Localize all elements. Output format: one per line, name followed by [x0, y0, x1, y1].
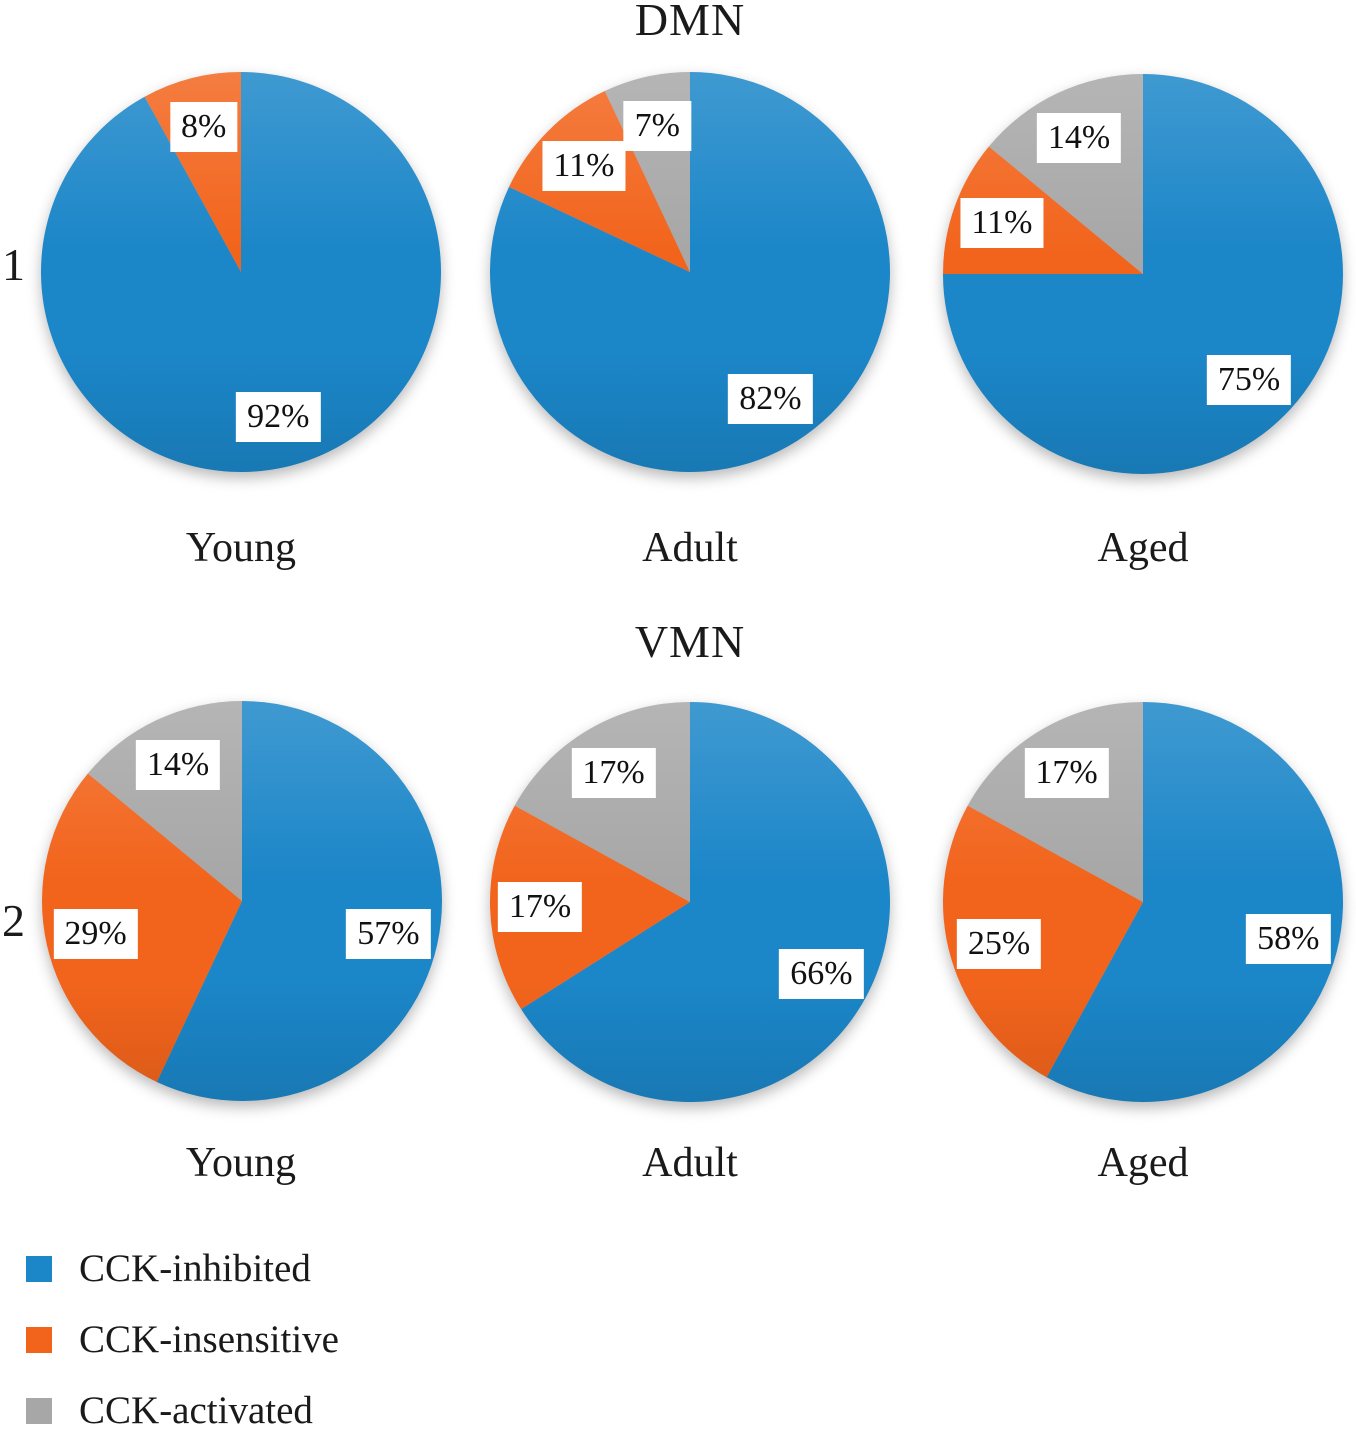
- pie-gloss-overlay: [490, 702, 890, 1102]
- legend-item-cck-activated: CCK-activated: [26, 1388, 339, 1434]
- data-label-cck-insensitive: 29%: [53, 908, 138, 959]
- pie-gloss-overlay: [42, 701, 442, 1101]
- category-label-dmn-adult: Adult: [642, 525, 738, 571]
- data-label-cck-inhibited: 57%: [346, 908, 431, 959]
- pie-chart-dmn-aged: 75% 11% 14%: [941, 72, 1345, 476]
- data-label-cck-inhibited: 66%: [779, 949, 864, 1000]
- data-label-cck-insensitive: 25%: [956, 918, 1042, 969]
- legend-swatch-cck-inhibited: [26, 1256, 52, 1282]
- legend-label-cck-inhibited: CCK-inhibited: [79, 1247, 311, 1290]
- pie-chart-vmn-adult: 66% 17% 17%: [488, 700, 892, 1104]
- pie-chart-dmn-adult: 82% 11% 7%: [488, 70, 892, 474]
- category-label-dmn-aged: Aged: [1097, 525, 1189, 571]
- panel-title-dmn: DMN: [634, 0, 746, 45]
- data-label-cck-activated: 17%: [571, 747, 656, 798]
- category-label-vmn-aged: Aged: [1097, 1140, 1189, 1186]
- data-label-cck-activated: 14%: [135, 740, 221, 791]
- legend-item-cck-insensitive: CCK-insensitive: [26, 1317, 339, 1363]
- pie-chart-vmn-aged: 58% 25% 17%: [941, 700, 1345, 1104]
- pie-svg-vmn-young: [42, 701, 442, 1101]
- legend-label-cck-activated: CCK-activated: [79, 1389, 313, 1432]
- pie-chart-dmn-young: 92% 8%: [39, 70, 443, 474]
- pie-gloss-overlay: [41, 72, 441, 472]
- legend-label-cck-insensitive: CCK-insensitive: [79, 1318, 339, 1361]
- category-label-vmn-young: Young: [185, 1140, 297, 1186]
- data-label-cck-insensitive: 8%: [170, 101, 238, 152]
- data-label-cck-activated: 17%: [1024, 747, 1109, 798]
- data-label-cck-insensitive: 11%: [542, 140, 626, 191]
- pie-gloss-overlay: [943, 702, 1343, 1102]
- data-label-cck-inhibited: 58%: [1246, 914, 1331, 965]
- row-marker-1: 1: [2, 239, 25, 290]
- pie-svg-dmn-young: [41, 72, 442, 472]
- pie-chart-vmn-young: 57% 29% 14%: [40, 699, 444, 1103]
- data-label-cck-activated: 7%: [623, 100, 691, 151]
- data-label-cck-insensitive: 17%: [497, 881, 583, 932]
- data-label-cck-insensitive: 11%: [960, 198, 1044, 249]
- data-label-cck-activated: 14%: [1036, 113, 1122, 164]
- legend-swatch-cck-activated: [26, 1398, 52, 1424]
- category-label-dmn-young: Young: [185, 525, 297, 571]
- data-label-cck-inhibited: 75%: [1206, 355, 1292, 406]
- pie-gloss-overlay: [943, 74, 1343, 474]
- legend-item-cck-inhibited: CCK-inhibited: [26, 1246, 339, 1292]
- panel-title-vmn: VMN: [634, 616, 746, 667]
- data-label-cck-inhibited: 82%: [728, 373, 813, 424]
- pie-svg-vmn-aged: [943, 702, 1344, 1102]
- legend: CCK-inhibited CCK-insensitive CCK-activa…: [26, 1246, 339, 1439]
- category-label-vmn-adult: Adult: [642, 1140, 738, 1186]
- pie-svg-dmn-aged: [943, 74, 1343, 474]
- legend-swatch-cck-insensitive: [26, 1327, 52, 1353]
- row-marker-2: 2: [2, 895, 25, 946]
- data-label-cck-inhibited: 92%: [236, 392, 321, 443]
